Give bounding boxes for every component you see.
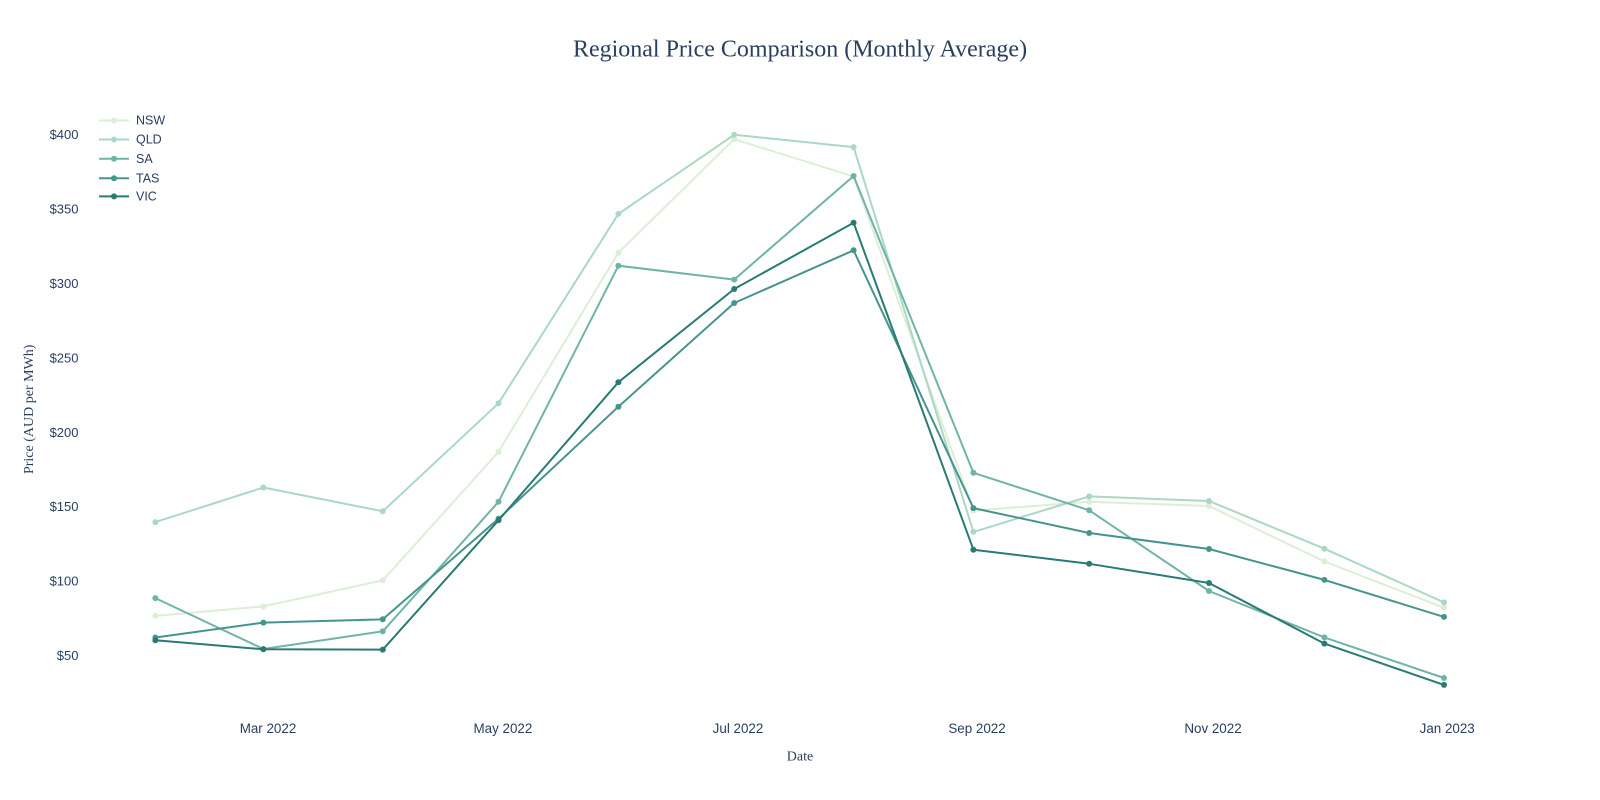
svg-text:TAS: TAS: [136, 171, 159, 185]
svg-text:Price (AUD per MWh): Price (AUD per MWh): [22, 344, 37, 474]
svg-text:Nov 2022: Nov 2022: [1184, 721, 1241, 736]
svg-text:$300: $300: [50, 276, 79, 291]
svg-text:Date: Date: [787, 749, 813, 764]
svg-text:$350: $350: [50, 202, 79, 217]
svg-text:$50: $50: [57, 648, 79, 663]
svg-text:$200: $200: [50, 425, 79, 440]
svg-text:NSW: NSW: [136, 114, 165, 128]
svg-text:SA: SA: [136, 152, 153, 166]
svg-text:$250: $250: [50, 350, 79, 365]
svg-text:Jan 2023: Jan 2023: [1420, 721, 1475, 736]
svg-text:$150: $150: [50, 499, 79, 514]
svg-text:Mar 2022: Mar 2022: [240, 721, 297, 736]
svg-text:QLD: QLD: [136, 133, 162, 147]
svg-text:VIC: VIC: [136, 190, 157, 204]
svg-text:$400: $400: [50, 127, 79, 142]
svg-text:Regional Price Comparison (Mon: Regional Price Comparison (Monthly Avera…: [573, 37, 1027, 63]
svg-text:$100: $100: [50, 574, 79, 589]
svg-text:May 2022: May 2022: [473, 721, 532, 736]
svg-text:Sep 2022: Sep 2022: [948, 721, 1005, 736]
svg-text:Jul 2022: Jul 2022: [713, 721, 764, 736]
